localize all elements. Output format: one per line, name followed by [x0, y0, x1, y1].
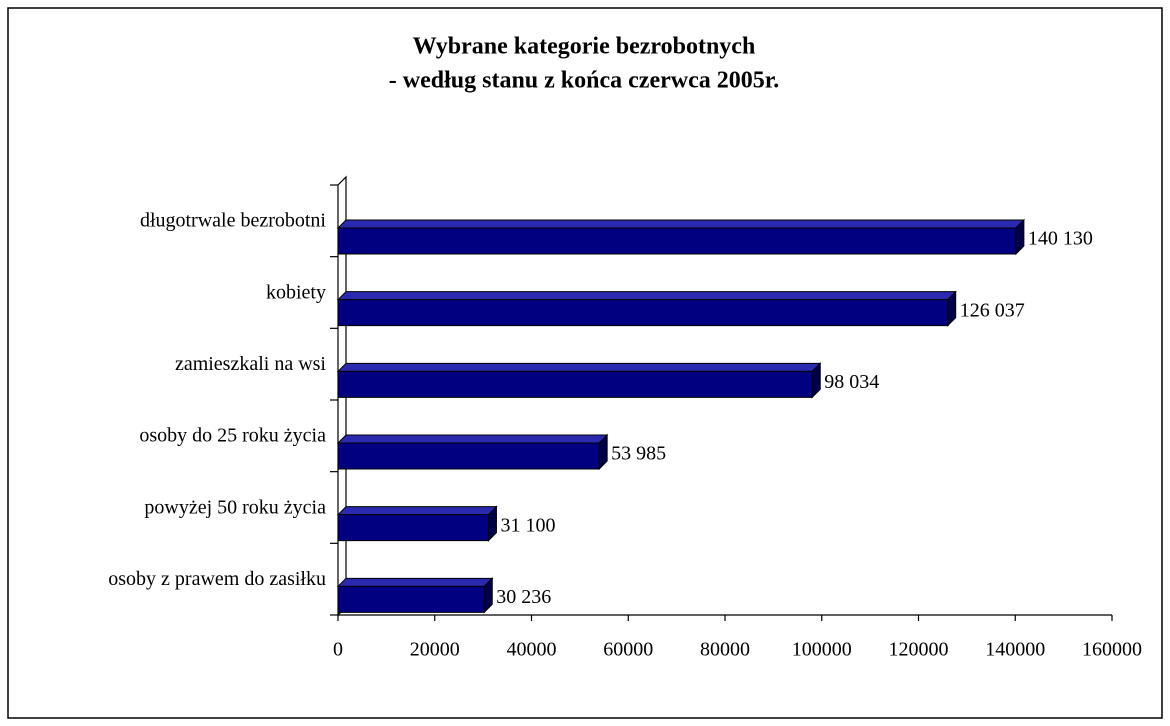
bar-face — [336, 291, 957, 301]
bar-face — [336, 577, 494, 587]
bar — [336, 577, 494, 614]
x-tick-label: 160000 — [1082, 639, 1142, 661]
x-tick-label: 0 — [333, 639, 343, 661]
x-tick-label: 80000 — [700, 639, 750, 661]
bar-face — [336, 219, 1026, 229]
bar — [336, 433, 609, 471]
y-tick-label: osoby do 25 roku życia — [139, 425, 326, 447]
value-label: 30 236 — [496, 586, 551, 608]
bar-face — [337, 514, 489, 542]
x-tick-label: 120000 — [889, 639, 949, 661]
bar-face — [337, 442, 600, 470]
bar-face — [337, 227, 1017, 255]
x-tick-label: 140000 — [985, 639, 1045, 661]
chart-title: Wybrane kategorie bezrobotnych — [413, 34, 756, 60]
y-tick-label: kobiety — [266, 281, 326, 303]
bar — [336, 290, 957, 327]
bar-face — [337, 370, 813, 398]
value-label: 98 034 — [824, 371, 879, 393]
value-label: 53 985 — [611, 443, 666, 465]
y-tick-label: zamieszkali na wsi — [175, 353, 326, 375]
bar — [336, 218, 1026, 256]
x-tick-label: 100000 — [792, 639, 852, 661]
bar-face — [336, 434, 609, 444]
bar-face — [337, 585, 485, 613]
chart-subtitle: - według stanu z końca czerwca 2005r. — [389, 68, 779, 94]
value-label: 31 100 — [500, 514, 555, 536]
y-tick-label: osoby z prawem do zasiłku — [108, 568, 326, 590]
bar-face — [336, 362, 822, 372]
bar — [336, 505, 498, 542]
bar-face — [337, 299, 949, 327]
x-tick-label: 40000 — [507, 639, 557, 661]
x-tick-label: 60000 — [603, 639, 653, 661]
value-label: 140 130 — [1028, 228, 1093, 250]
y-tick-label: długotrwale bezrobotni — [140, 210, 326, 232]
value-label: 126 037 — [960, 299, 1025, 321]
x-tick-label: 20000 — [410, 639, 460, 661]
bar-face — [336, 506, 498, 516]
bar — [336, 362, 822, 399]
y-tick-label: powyżej 50 roku życia — [144, 496, 326, 518]
